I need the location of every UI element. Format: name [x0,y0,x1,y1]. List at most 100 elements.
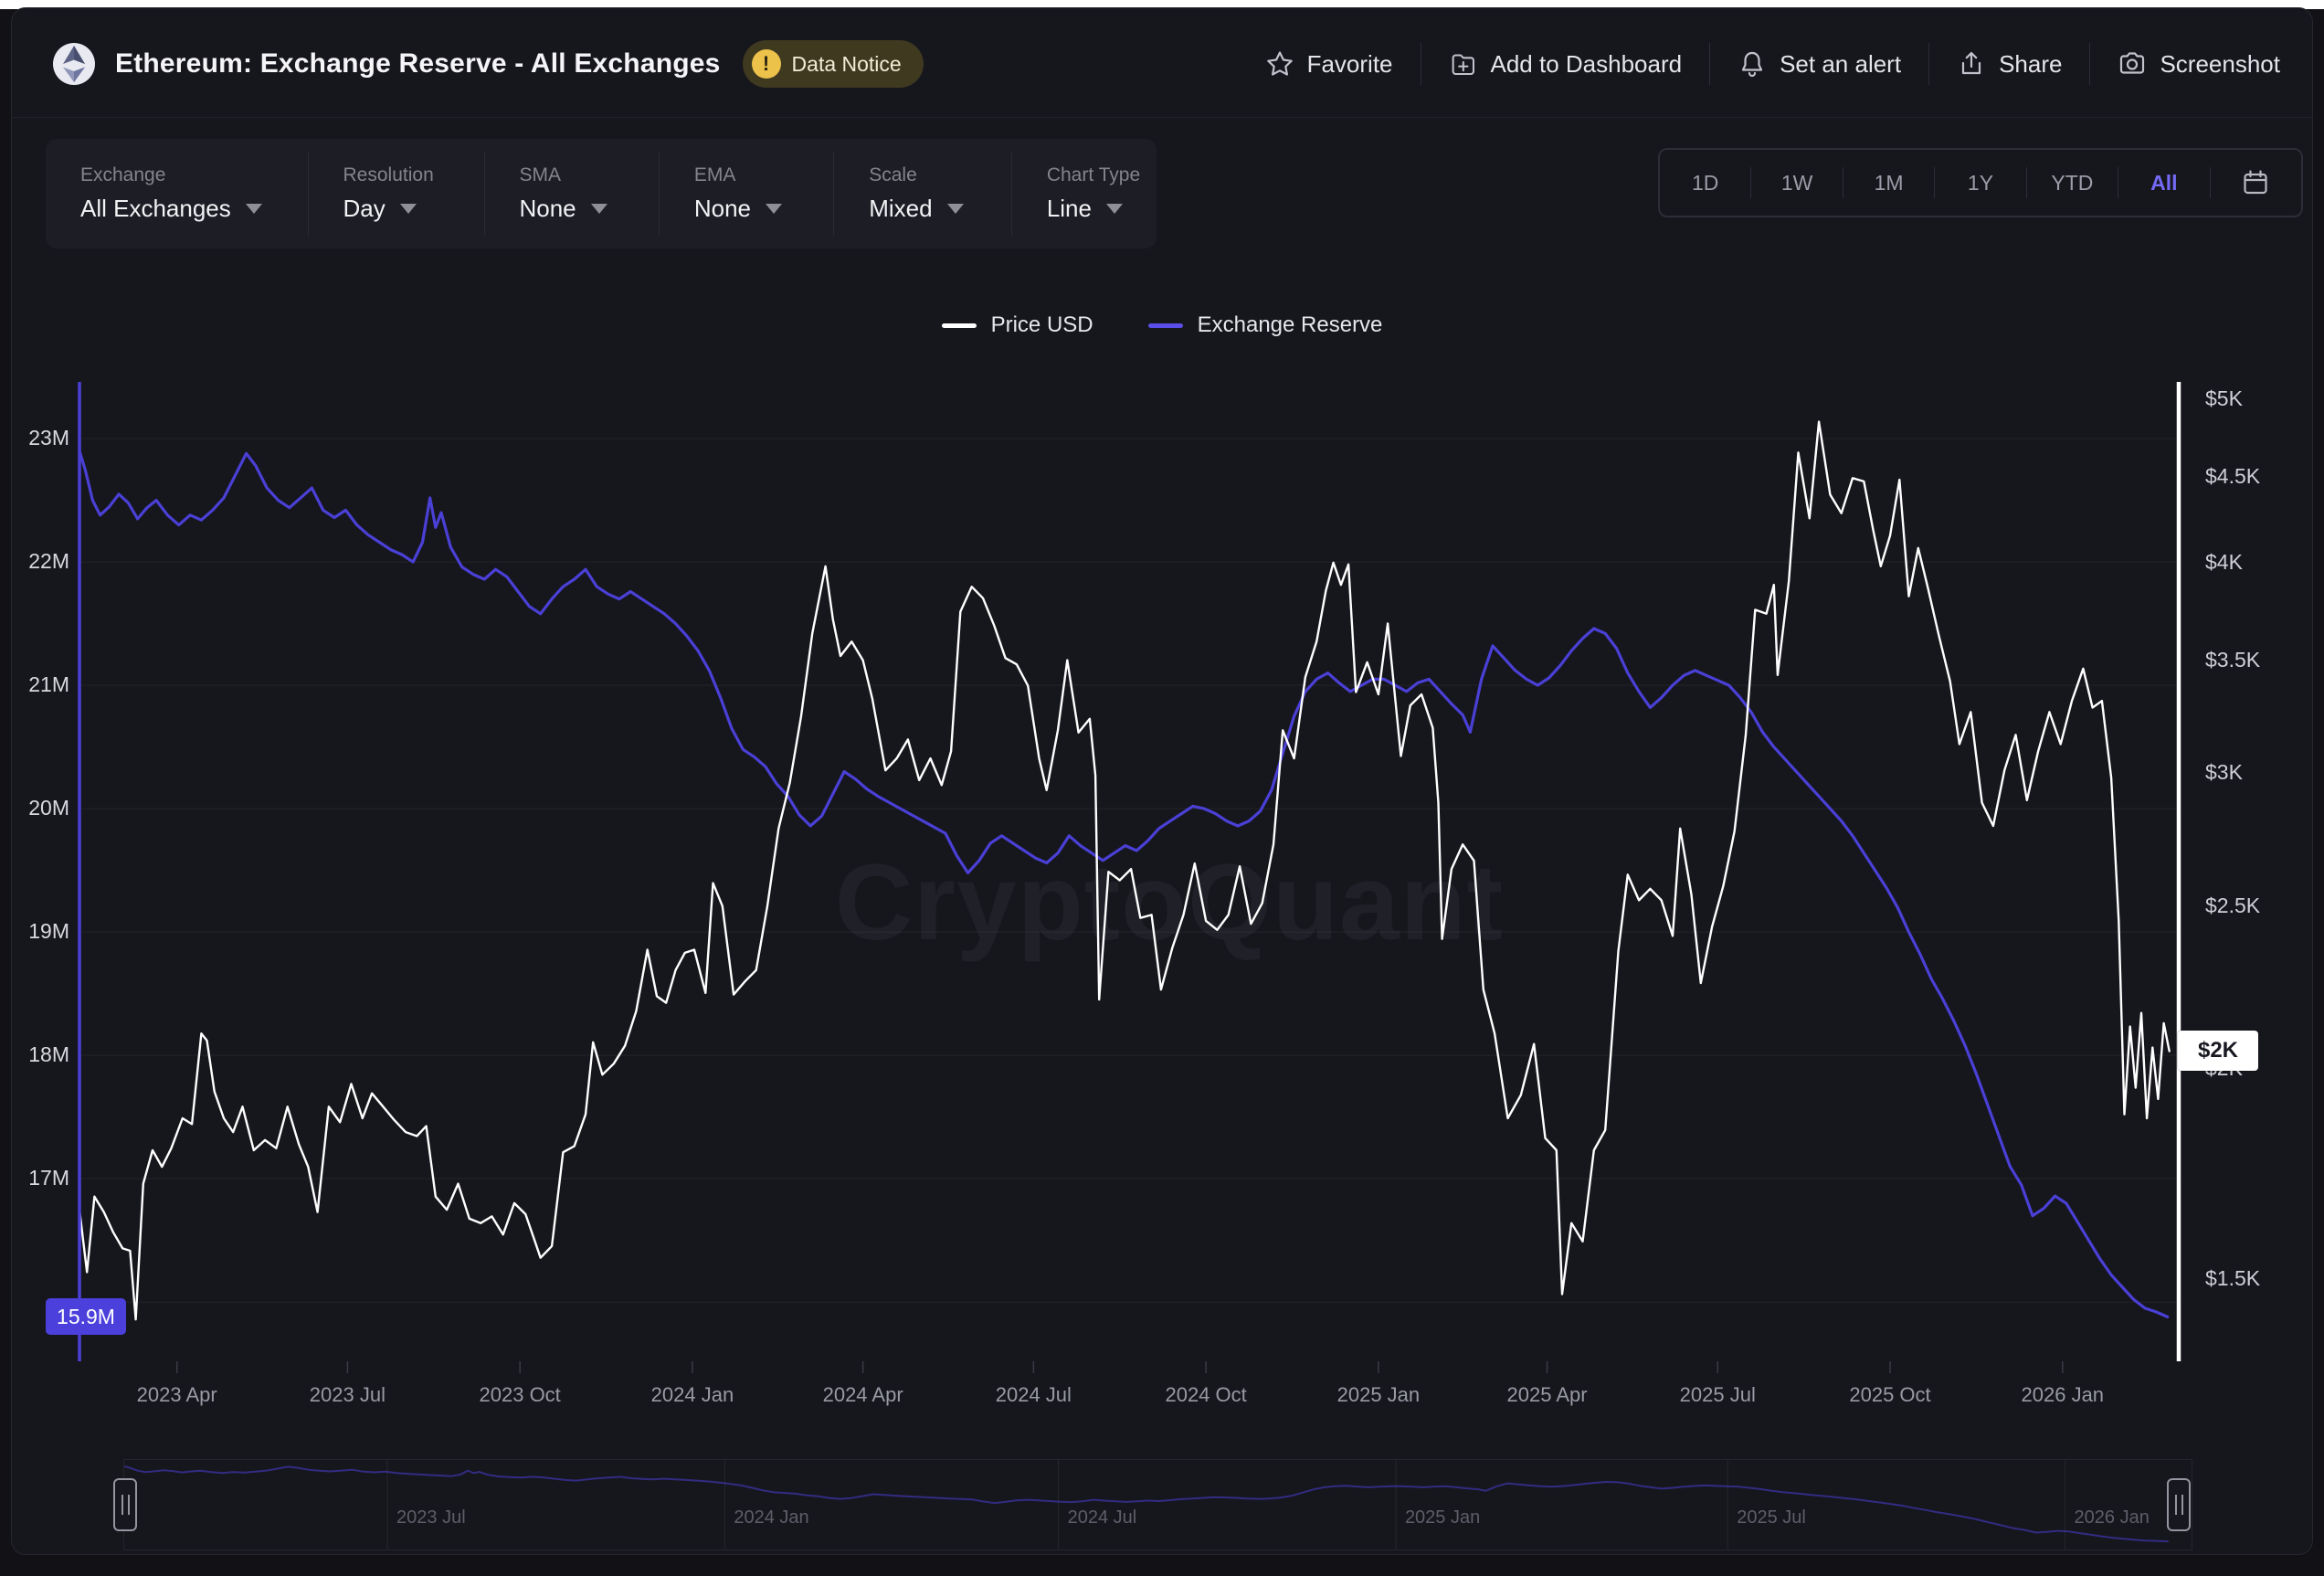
filter-value: None [693,195,752,222]
chevron-down-icon [946,204,964,214]
x-axis-tick-label: 2024 Jan [650,1383,734,1406]
reserve-current-tag: 15.9M [46,1298,126,1336]
x-axis-tick-label: 2023 Jul [309,1383,386,1406]
reserve-line-swatch [1147,323,1183,328]
left-axis-tick-label: 23M [28,426,69,450]
x-axis-tick-label: 2024 Oct [1165,1383,1247,1406]
filter-scale[interactable]: Scale Mixed [834,139,980,249]
ethereum-logo-icon [53,43,95,85]
header: Ethereum: Exchange Reserve - All Exchang… [53,37,2280,91]
divider [1934,167,1936,198]
divider [2209,167,2211,198]
chevron-down-icon [590,204,607,214]
legend-label: Price USD [990,312,1093,337]
chevron-down-icon [245,204,262,214]
range-1d[interactable]: 1D [1692,170,1719,195]
bell-icon [1741,51,1763,78]
navigator-track[interactable] [123,1459,2192,1550]
right-axis-tick-label: $5K [2205,386,2243,411]
filter-label: Scale [869,164,917,185]
add-to-dashboard-button[interactable]: Add to Dashboard [1421,49,1710,79]
divider [833,152,835,236]
left-axis-tick-label: 19M [28,919,69,944]
right-axis-tick-label: $1.5K [2205,1266,2261,1291]
left-axis-tick-label: 20M [28,796,69,820]
x-axis-tick-label: 2023 Oct [479,1383,561,1406]
right-axis-tick-label: $3K [2205,759,2243,784]
data-notice-badge[interactable]: ! Data Notice [742,40,924,88]
divider [1750,167,1752,198]
filter-sma[interactable]: SMA None [484,139,628,249]
favorite-button[interactable]: Favorite [1265,49,1421,79]
filter-resolution[interactable]: Resolution Day [309,139,453,249]
range-selector: 1D 1W 1M 1Y YTD All [1658,148,2303,217]
data-notice-label: Data Notice [791,51,902,76]
filter-label: Chart Type [1046,164,1141,185]
legend: Price USD Exchange Reserve [0,312,2324,338]
screenshot-button[interactable]: Screenshot [2090,49,2280,79]
divider [1928,43,1930,85]
add-dashboard-icon [1452,54,1474,75]
warning-icon: ! [751,49,781,79]
right-axis-tick-label: $4K [2205,549,2243,574]
legend-label: Exchange Reserve [1197,312,1383,337]
filter-label: EMA [693,164,736,185]
filter-value: Day [343,195,386,222]
chevron-down-icon [399,204,417,214]
left-axis-tick-label: 18M [28,1042,69,1067]
filter-label: Exchange [80,164,166,185]
x-axis-tick-label: 2025 Jan [1336,1383,1421,1406]
filter-value: All Exchanges [80,195,231,222]
chevron-down-icon [766,204,783,214]
range-1w[interactable]: 1W [1780,170,1813,195]
range-1y[interactable]: 1Y [1967,170,1994,195]
navigator-tick-label: 2024 Jul [1067,1507,1137,1528]
navigator-tick-label: 2023 Jul [396,1507,466,1528]
price-line-swatch [941,323,977,328]
filter-ema[interactable]: EMA None [660,139,803,249]
range-1m[interactable]: 1M [1874,170,1904,195]
star-icon [1266,51,1293,76]
divider [483,152,485,236]
x-axis-tick-label: 2026 Jan [2021,1383,2105,1406]
share-label: Share [1999,49,2063,78]
filter-value: Line [1046,195,1092,222]
right-axis-tick-label: $4.5K [2205,463,2261,488]
filter-label: Resolution [343,164,434,185]
filter-exchange[interactable]: Exchange All Exchanges [46,139,277,249]
divider [2025,167,2027,198]
navigator-left-handle[interactable] [113,1478,137,1531]
set-alert-button[interactable]: Set an alert [1710,49,1928,79]
filter-chart-type[interactable]: Chart Type Line [1012,139,1157,249]
x-axis-tick-label: 2025 Oct [1849,1383,1931,1406]
range-all[interactable]: All [2150,170,2178,195]
x-axis-tick-label: 2024 Apr [822,1383,903,1406]
divider [659,152,660,236]
share-icon [1961,51,1981,75]
x-axis-tick-label: 2025 Apr [1506,1383,1588,1406]
price-current-tag: $2K [2178,1031,2258,1072]
set-alert-label: Set an alert [1780,49,1902,78]
add-to-dashboard-label: Add to Dashboard [1490,49,1683,78]
divider [1011,152,1012,236]
calendar-button[interactable] [2211,168,2301,197]
share-button[interactable]: Share [1929,49,2089,79]
range-ytd[interactable]: YTD [2051,170,2094,195]
chart-plot-area[interactable] [79,382,2179,1361]
divider [307,152,309,236]
navigator-tick-label: 2025 Jul [1737,1507,1806,1528]
filter-value: None [519,195,576,222]
legend-item-price-usd[interactable]: Price USD [941,312,1093,338]
right-axis-tick-label: $2.5K [2205,893,2261,917]
divider [2089,43,2091,85]
navigator-right-handle[interactable] [2167,1478,2191,1531]
legend-item-exchange-reserve[interactable]: Exchange Reserve [1147,312,1383,338]
left-axis-tick-label: 21M [28,672,69,697]
navigator-tick-label: 2026 Jan [2074,1507,2150,1528]
right-axis-tick-label: $3.5K [2205,647,2261,672]
x-axis-tick-label: 2024 Jul [995,1383,1072,1406]
header-divider [11,117,2313,118]
x-axis-tick-label: 2023 Apr [136,1383,217,1406]
calendar-icon [2244,170,2267,195]
filter-value: Mixed [869,195,933,222]
